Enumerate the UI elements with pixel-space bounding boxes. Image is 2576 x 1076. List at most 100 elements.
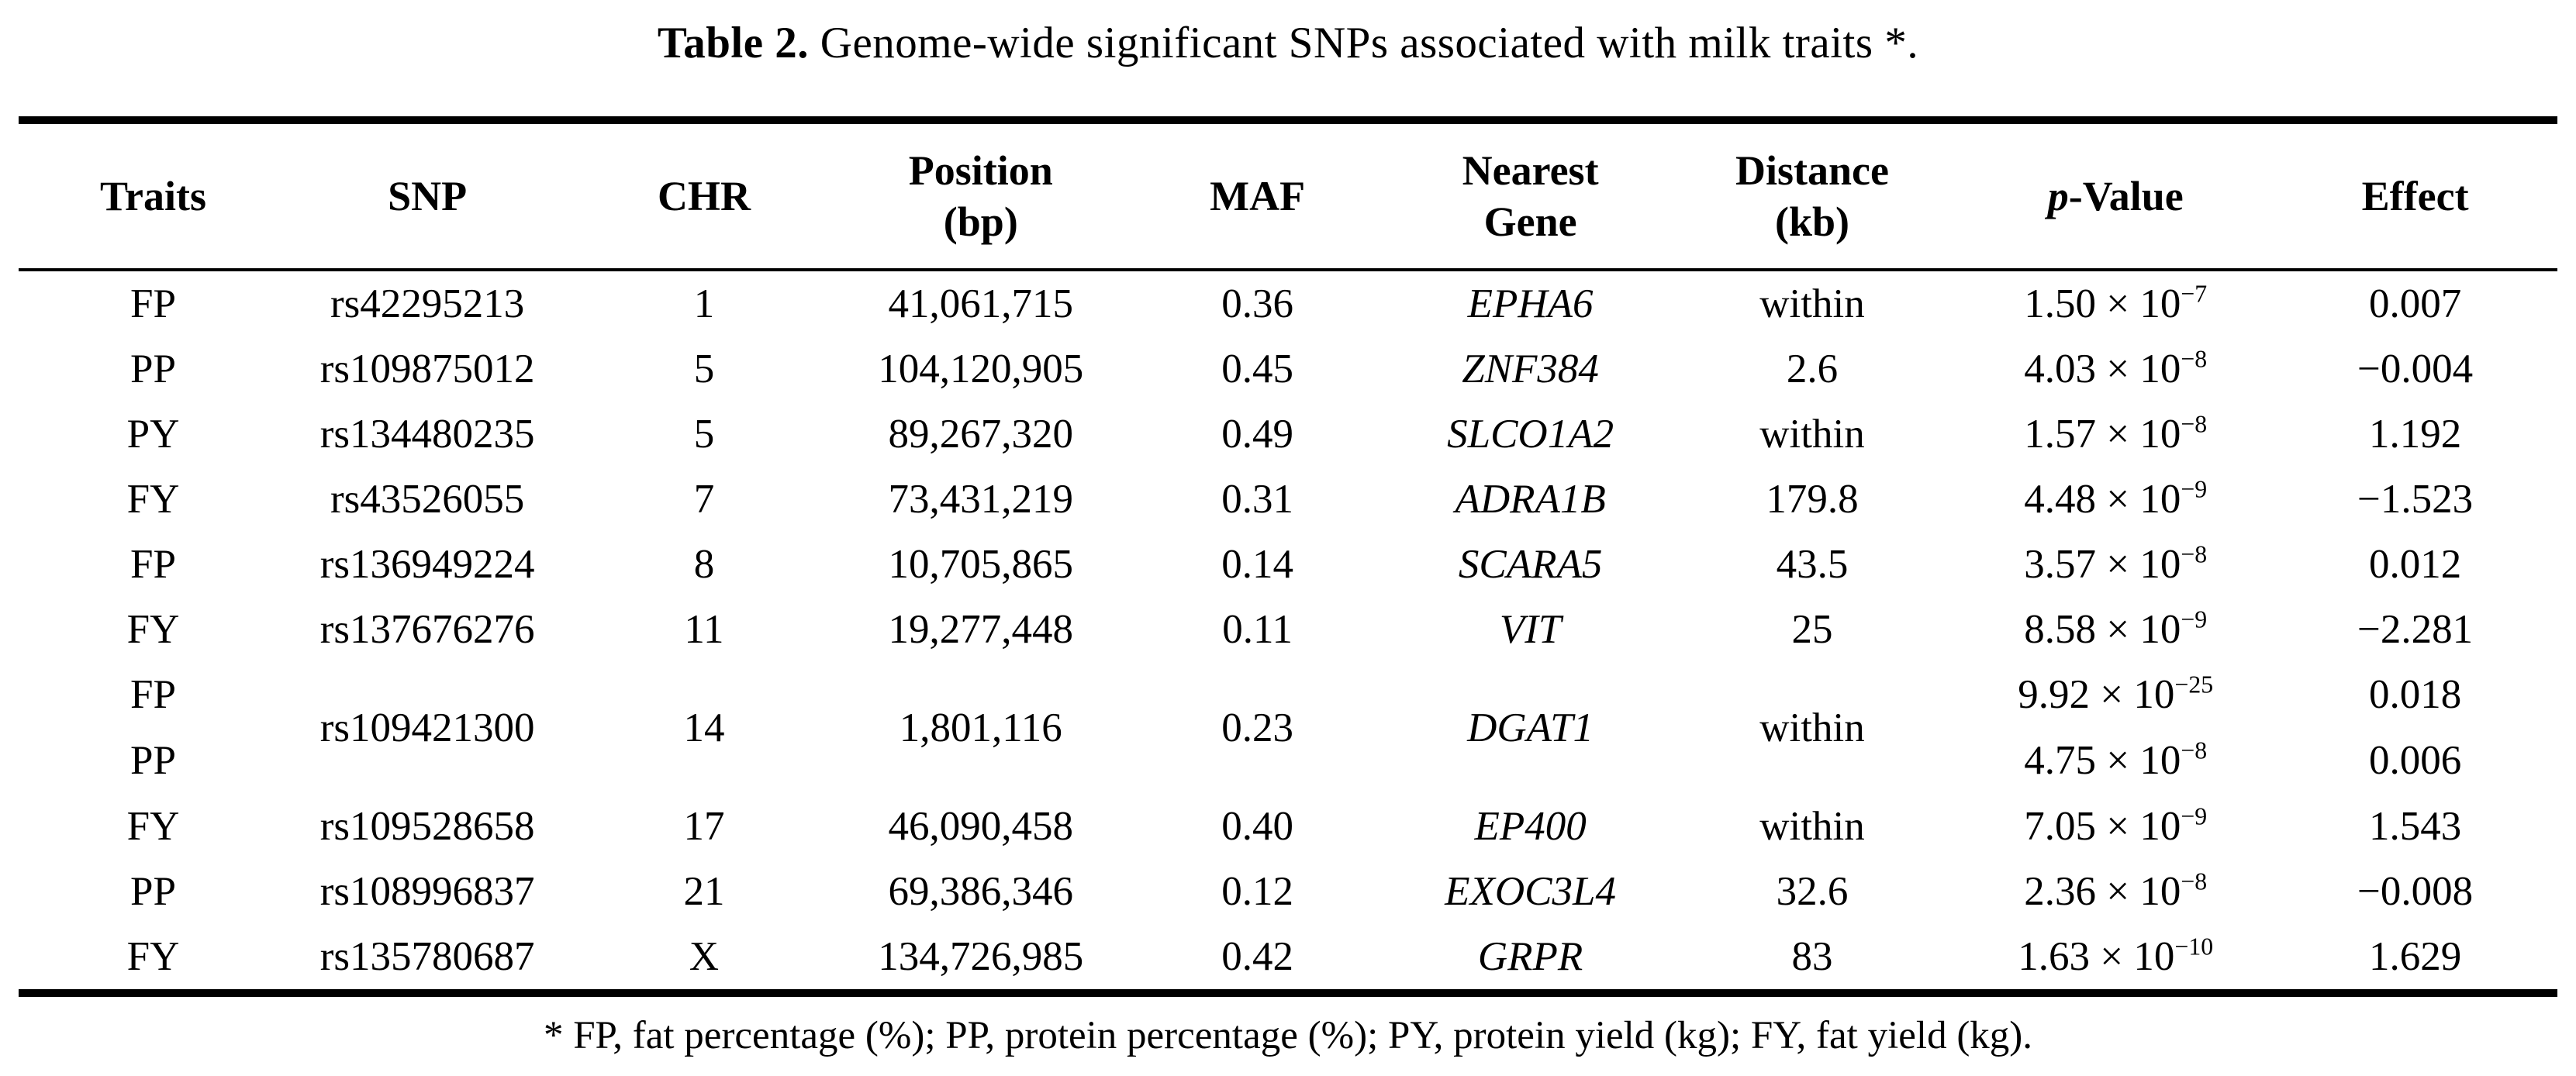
cell-effect: −0.008 <box>2357 869 2474 914</box>
header-row: Traits SNP CHR Position (bp) MAF Nearest G… <box>19 120 2557 271</box>
cell-nearest-gene: EXOC3L4 <box>1445 869 1617 914</box>
table-row: FY rs135780687 X 134,726,985 0.42 GRPR 8… <box>19 924 2557 993</box>
cell-effect: 1.192 <box>2368 412 2462 457</box>
pvalue-line-2: 4.75 × 10−8 <box>1958 728 2273 794</box>
pvalue-exponent: −8 <box>2181 345 2208 373</box>
header-pvalue: p-Value <box>1958 120 2274 271</box>
trait-line-1: FP <box>130 672 176 717</box>
cell-position: 69,386,346 <box>888 869 1074 914</box>
cell-effect: 1.543 <box>2368 804 2462 849</box>
cell-snp: rs137676276 <box>319 607 535 652</box>
cell-chr: 14 <box>683 705 725 750</box>
cell-snp: rs43526055 <box>330 477 525 522</box>
table-row: PP rs109875012 5 104,120,905 0.45 ZNF384… <box>19 336 2557 402</box>
pvalue-mantissa: 2.36 × 10 <box>2024 869 2181 914</box>
cell-nearest-gene: EPHA6 <box>1467 281 1594 326</box>
cell-snp: rs42295213 <box>330 281 525 326</box>
pvalue-mantissa: 8.58 × 10 <box>2024 607 2181 652</box>
header-maf: MAF <box>1120 120 1395 271</box>
effect-line-1: 0.018 <box>2368 672 2462 717</box>
cell-pvalue: 9.92 × 10−25 4.75 × 10−8 <box>1958 662 2273 794</box>
cell-trait: FY <box>126 934 180 979</box>
cell-maf: 0.14 <box>1221 542 1294 587</box>
cell-maf: 0.40 <box>1221 804 1294 849</box>
cell-position: 73,431,219 <box>888 477 1074 522</box>
pvalue-mantissa: 7.05 × 10 <box>2024 804 2181 849</box>
pvalue-exponent: −7 <box>2181 280 2208 308</box>
cell-pvalue: 4.03 × 10−8 <box>1958 336 2273 402</box>
cell-nearest-gene: GRPR <box>1477 934 1583 979</box>
cell-chr: 1 <box>693 281 715 326</box>
header-effect: Effect <box>2273 120 2557 271</box>
snp-table: Traits SNP CHR Position (bp) MAF Nearest G… <box>19 116 2557 997</box>
pvalue-exponent: −9 <box>2181 802 2208 830</box>
cell-nearest-gene: SCARA5 <box>1458 542 1603 587</box>
cell-maf: 0.11 <box>1222 607 1293 652</box>
pvalue-exponent: −9 <box>2181 605 2208 633</box>
header-gene-line1: Nearest <box>1462 147 1599 194</box>
pvalue-exponent: −8 <box>2181 410 2208 438</box>
table-row-merged: FP PP rs109421300 14 1,801,116 0.23 DGAT… <box>19 662 2557 794</box>
cell-pvalue: 8.58 × 10−9 <box>1958 597 2273 662</box>
table-footnote: * FP, fat percentage (%); PP, protein pe… <box>543 1014 2033 1057</box>
header-traits: Traits <box>19 120 288 271</box>
cell-chr: X <box>689 934 720 979</box>
cell-distance: 25 <box>1791 607 1833 652</box>
table-row: PY rs134480235 5 89,267,320 0.49 SLCO1A2… <box>19 402 2557 467</box>
cell-distance: 2.6 <box>1786 347 1839 391</box>
cell-maf: 0.31 <box>1221 477 1294 522</box>
cell-snp: rs109875012 <box>319 347 535 391</box>
table-row: FY rs109528658 17 46,090,458 0.40 EP400 … <box>19 794 2557 859</box>
cell-distance: 83 <box>1791 934 1833 979</box>
cell-pvalue: 2.36 × 10−8 <box>1958 859 2273 924</box>
cell-trait: FY <box>126 477 180 522</box>
cell-effect: −0.004 <box>2357 347 2474 391</box>
cell-nearest-gene: DGAT1 <box>1467 705 1594 750</box>
cell-effect: −2.281 <box>2357 607 2474 652</box>
cell-pvalue: 3.57 × 10−8 <box>1958 532 2273 597</box>
cell-position: 89,267,320 <box>888 412 1074 457</box>
cell-distance: 179.8 <box>1766 477 1859 522</box>
pvalue-exponent: −8 <box>2181 736 2208 764</box>
cell-effect: 1.629 <box>2368 934 2462 979</box>
cell-trait: PY <box>126 412 180 457</box>
header-gene-line2: Gene <box>1483 198 1577 245</box>
cell-chr: 8 <box>693 542 715 587</box>
cell-trait: PP <box>130 869 176 914</box>
cell-trait: FP PP <box>19 662 288 794</box>
table-row: PP rs108996837 21 69,386,346 0.12 EXOC3L… <box>19 859 2557 924</box>
cell-position: 41,061,715 <box>888 281 1074 326</box>
header-pvalue-italic: p <box>2047 173 2069 219</box>
table-caption-number: Table 2. <box>657 19 810 67</box>
header-snp: SNP <box>288 120 568 271</box>
cell-distance: within <box>1759 412 1865 457</box>
header-position-line1: Position <box>908 147 1053 194</box>
pvalue-exponent: −9 <box>2181 475 2208 503</box>
cell-position: 1,801,116 <box>899 705 1062 750</box>
pvalue-exponent: −25 <box>2174 671 2214 698</box>
cell-position: 46,090,458 <box>888 804 1074 849</box>
pvalue-mantissa: 3.57 × 10 <box>2024 542 2181 587</box>
cell-chr: 5 <box>693 412 715 457</box>
pvalue-line-1: 9.92 × 10−25 <box>1958 662 2273 728</box>
cell-trait: FP <box>130 542 176 587</box>
cell-chr: 11 <box>684 607 724 652</box>
cell-effect: −1.523 <box>2357 477 2474 522</box>
cell-nearest-gene: ADRA1B <box>1455 477 1606 522</box>
header-chr: CHR <box>567 120 841 271</box>
cell-snp: rs134480235 <box>319 412 535 457</box>
cell-trait: FY <box>126 607 180 652</box>
table-caption-text: Genome-wide significant SNPs associated … <box>809 19 1919 67</box>
pvalue-exponent: −10 <box>2174 933 2214 960</box>
effect-line-2: 0.006 <box>2368 738 2462 783</box>
cell-snp: rs136949224 <box>319 542 535 587</box>
pvalue-exponent: −8 <box>2181 867 2208 895</box>
pvalue-mantissa: 4.03 × 10 <box>2024 347 2181 391</box>
cell-nearest-gene: VIT <box>1499 607 1562 652</box>
cell-chr: 17 <box>683 804 725 849</box>
cell-maf: 0.49 <box>1221 412 1294 457</box>
header-nearest-gene: Nearest Gene <box>1394 120 1666 271</box>
cell-maf: 0.42 <box>1221 934 1294 979</box>
cell-pvalue: 1.50 × 10−7 <box>1958 270 2273 336</box>
